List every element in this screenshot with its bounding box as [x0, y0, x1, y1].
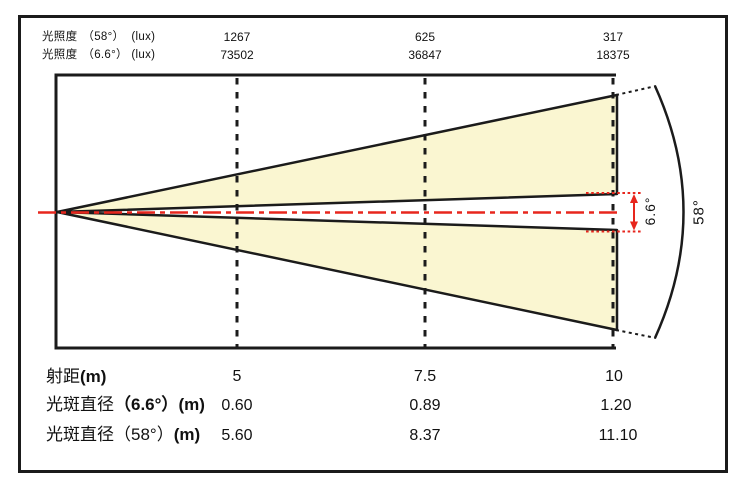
dimension-arrow-up	[630, 194, 638, 203]
header-row-illuminance-58: 光照度 （58°） (lux)	[42, 31, 155, 44]
row-label: 光斑直径	[46, 425, 114, 444]
spot-6-6-col2: 0.89	[409, 397, 441, 414]
header-label: 光照度	[42, 31, 78, 43]
table-row-spot-diameter-6-6: 光斑直径 （6.6°） (m)	[46, 394, 205, 415]
row-label: 射距	[46, 367, 80, 386]
spot-58-col3: 11.10	[598, 427, 638, 444]
header-angle: （58°）	[82, 31, 125, 43]
header-row-illuminance-6-6: 光照度 （6.6°） (lux)	[42, 49, 155, 62]
lux-58-at-5m: 1267	[223, 30, 251, 44]
row-angle: （6.6°）	[114, 395, 179, 414]
beam-edges	[55, 93, 619, 332]
narrow-beam-angle-label: 6.6°	[642, 196, 658, 226]
spot-58-col1: 5.60	[221, 427, 253, 444]
header-unit: (lux)	[131, 31, 156, 43]
row-label: 光斑直径	[46, 395, 114, 414]
dimension-arrow-down	[630, 221, 638, 231]
header-angle: （6.6°）	[82, 49, 128, 61]
header-unit: (lux)	[131, 49, 156, 61]
distance-col1: 5	[232, 368, 242, 385]
distance-col3: 10	[605, 368, 623, 385]
lux-6-6-at-10m: 18375	[596, 48, 630, 62]
arc-extension-dotted	[615, 85, 657, 339]
spot-6-6-col3: 1.20	[600, 397, 632, 414]
figure-border	[18, 15, 728, 473]
lux-58-at-10m: 317	[602, 30, 624, 44]
spot-58-col2: 8.37	[409, 427, 441, 444]
row-unit: (m)	[173, 425, 201, 444]
lux-6-6-at-5m: 73502	[220, 48, 254, 62]
lux-58-at-7-5m: 625	[414, 30, 436, 44]
lux-6-6-at-7-5m: 36847	[408, 48, 442, 62]
spot-6-6-col1: 0.60	[221, 397, 253, 414]
wide-angle-arc	[653, 85, 685, 339]
row-angle: （58°）	[114, 425, 174, 444]
table-row-distance: 射距 (m)	[46, 366, 106, 387]
distance-col2: 7.5	[413, 368, 437, 385]
table-row-spot-diameter-58: 光斑直径 （58°） (m)	[46, 424, 200, 445]
wide-beam-angle-label: 58°	[690, 199, 708, 225]
row-unit: (m)	[80, 367, 107, 386]
header-label: 光照度	[42, 49, 78, 61]
row-unit: (m)	[178, 395, 205, 414]
